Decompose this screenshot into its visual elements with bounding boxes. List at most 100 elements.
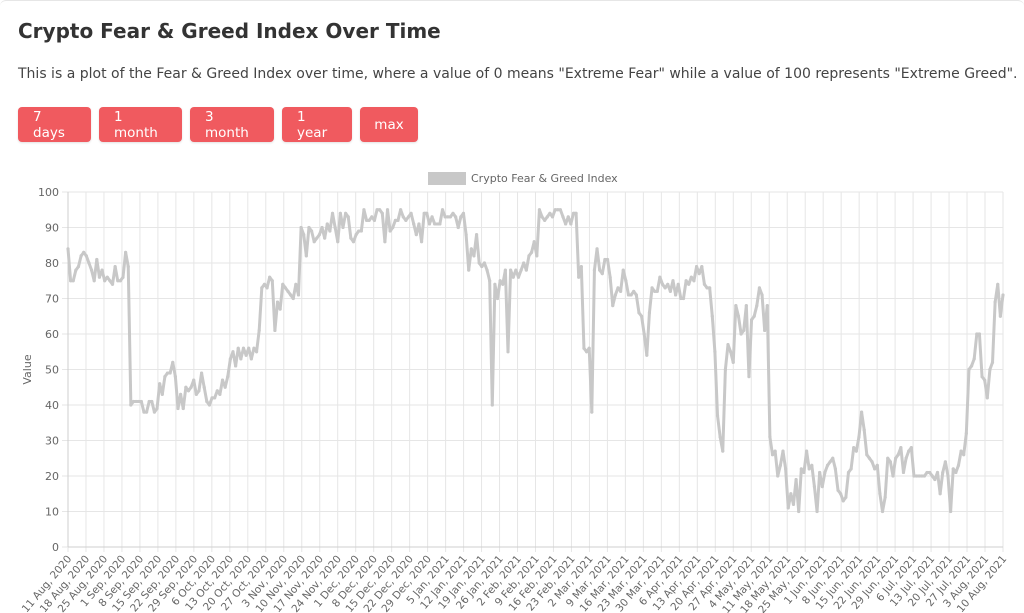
data-point[interactable] <box>76 264 81 269</box>
data-point[interactable] <box>273 328 277 333</box>
data-point[interactable] <box>983 378 987 382</box>
data-point[interactable] <box>584 350 589 354</box>
data-point[interactable] <box>598 268 602 272</box>
data-point[interactable] <box>417 222 421 226</box>
data-point[interactable] <box>582 346 586 350</box>
data-point[interactable] <box>912 474 916 478</box>
data-point[interactable] <box>461 211 466 215</box>
data-point[interactable] <box>825 463 830 467</box>
data-point[interactable] <box>734 304 738 308</box>
data-point[interactable] <box>485 268 489 272</box>
data-point[interactable] <box>317 233 322 237</box>
data-point[interactable] <box>681 296 686 301</box>
data-point[interactable] <box>378 208 382 212</box>
data-point[interactable] <box>252 346 256 350</box>
data-point[interactable] <box>84 254 88 258</box>
data-point[interactable] <box>493 282 497 286</box>
data-point[interactable] <box>684 279 688 283</box>
data-point[interactable] <box>592 268 597 272</box>
data-point[interactable] <box>268 275 272 279</box>
data-point[interactable] <box>760 293 764 297</box>
data-point[interactable] <box>653 289 657 293</box>
data-point[interactable] <box>364 218 369 222</box>
data-point[interactable] <box>812 485 817 489</box>
data-point[interactable] <box>113 264 117 269</box>
data-point[interactable] <box>498 279 502 283</box>
data-point[interactable] <box>781 449 785 453</box>
data-point[interactable] <box>883 495 887 499</box>
data-point[interactable] <box>385 208 390 212</box>
data-point[interactable] <box>283 286 287 290</box>
data-point[interactable] <box>949 509 953 514</box>
data-point[interactable] <box>590 410 594 414</box>
data-point[interactable] <box>265 286 269 290</box>
data-point[interactable] <box>186 389 191 393</box>
data-point[interactable] <box>668 289 672 293</box>
data-point[interactable] <box>564 222 568 226</box>
data-point[interactable] <box>254 350 259 354</box>
data-point[interactable] <box>367 218 371 222</box>
data-point[interactable] <box>962 453 966 457</box>
data-point[interactable] <box>456 225 460 230</box>
data-point[interactable] <box>419 240 424 244</box>
data-point[interactable] <box>320 225 324 230</box>
data-point[interactable] <box>126 264 130 269</box>
data-point[interactable] <box>110 282 115 286</box>
data-point[interactable] <box>537 208 542 212</box>
data-point[interactable] <box>768 435 772 439</box>
data-point[interactable] <box>828 460 832 464</box>
data-point[interactable] <box>362 208 366 212</box>
data-point[interactable] <box>611 304 615 308</box>
data-point[interactable] <box>66 247 70 251</box>
data-point[interactable] <box>687 282 691 286</box>
data-point[interactable] <box>849 467 853 471</box>
data-point[interactable] <box>346 215 350 219</box>
data-point[interactable] <box>506 350 510 354</box>
data-point[interactable] <box>338 211 342 215</box>
data-point[interactable] <box>323 236 327 240</box>
data-point[interactable] <box>354 233 358 237</box>
data-point[interactable] <box>731 360 735 364</box>
data-point[interactable] <box>396 218 400 222</box>
data-point[interactable] <box>454 215 458 219</box>
data-point[interactable] <box>859 410 864 414</box>
data-point[interactable] <box>519 268 523 272</box>
data-point[interactable] <box>556 208 560 212</box>
data-point[interactable] <box>163 375 167 379</box>
data-point[interactable] <box>857 435 861 439</box>
data-point[interactable] <box>914 474 919 478</box>
data-point[interactable] <box>527 254 531 258</box>
data-point[interactable] <box>304 254 308 258</box>
data-point[interactable] <box>194 392 198 396</box>
data-point[interactable] <box>414 233 418 237</box>
data-point[interactable] <box>959 449 963 453</box>
data-point[interactable] <box>852 446 856 450</box>
data-point[interactable] <box>349 236 353 240</box>
data-point[interactable] <box>621 268 625 272</box>
data-point[interactable] <box>202 385 206 389</box>
data-point[interactable] <box>629 293 633 297</box>
data-point[interactable] <box>92 279 96 283</box>
data-point[interactable] <box>391 225 395 230</box>
data-point[interactable] <box>87 261 91 265</box>
data-point[interactable] <box>147 399 151 404</box>
data-point[interactable] <box>634 293 638 297</box>
data-point[interactable] <box>262 282 267 286</box>
data-point[interactable] <box>315 236 319 240</box>
data-point[interactable] <box>152 410 157 414</box>
data-point[interactable] <box>608 275 612 279</box>
data-point[interactable] <box>587 346 591 350</box>
data-point[interactable] <box>275 300 280 304</box>
data-point[interactable] <box>205 399 209 404</box>
data-point[interactable] <box>480 264 484 269</box>
data-point[interactable] <box>144 410 149 414</box>
data-point[interactable] <box>833 467 837 471</box>
data-point[interactable] <box>844 495 848 499</box>
data-point[interactable] <box>302 233 306 237</box>
data-point[interactable] <box>846 470 851 475</box>
data-point[interactable] <box>446 215 450 219</box>
data-point[interactable] <box>841 499 845 503</box>
data-point[interactable] <box>951 467 955 471</box>
data-point[interactable] <box>443 215 447 219</box>
data-point[interactable] <box>495 296 500 301</box>
